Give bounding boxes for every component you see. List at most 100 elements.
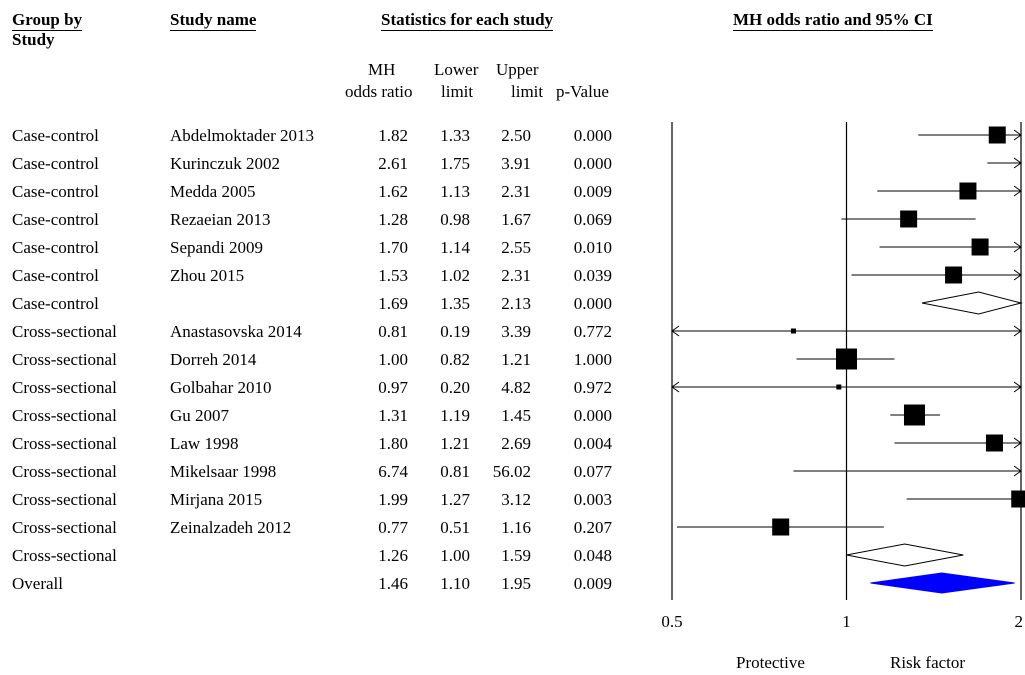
study-marker (959, 182, 977, 200)
row-study-name: Sepandi 2009 (170, 238, 264, 257)
row-lower-limit: 1.13 (440, 182, 470, 201)
header-group-by: Group by (12, 10, 83, 31)
overall-diamond (870, 572, 1015, 594)
row-lower-limit: 0.19 (440, 322, 470, 341)
ci-arrow-right (1013, 325, 1022, 337)
row-odds-ratio: 1.69 (378, 294, 408, 313)
row-upper-limit: 2.55 (501, 238, 531, 257)
header-plot-title: MH odds ratio and 95% CI (733, 10, 933, 31)
ci-arrow-right (1013, 437, 1022, 449)
row-study-name: Kurinczuk 2002 (170, 154, 281, 173)
ci-arrow-right (1013, 269, 1022, 281)
row-p-value: 0.207 (573, 518, 612, 537)
row-odds-ratio: 1.99 (378, 490, 408, 509)
protective-label: Protective (736, 653, 805, 672)
row-group: Cross-sectional (12, 546, 117, 565)
header-statistics: Statistics for each study (381, 10, 554, 31)
row-group: Cross-sectional (12, 518, 117, 537)
row-group: Case-control (12, 294, 99, 313)
row-group: Cross-sectional (12, 322, 117, 341)
row-odds-ratio: 0.97 (378, 378, 408, 397)
ci-arrow-right (1013, 185, 1022, 197)
ci-arrow-right (1013, 381, 1022, 393)
row-lower-limit: 0.82 (440, 350, 470, 369)
row-odds-ratio: 1.31 (378, 406, 408, 425)
row-lower-limit: 1.02 (440, 266, 470, 285)
x-tick-label-1: 1 (842, 612, 851, 631)
row-p-value: 0.048 (573, 546, 612, 565)
col-header-upper-2: limit (511, 82, 544, 101)
row-study-name: Zeinalzadeh 2012 (170, 518, 292, 537)
row-group: Overall (12, 574, 63, 593)
row-lower-limit: 1.10 (440, 574, 470, 593)
row-upper-limit: 2.69 (501, 434, 531, 453)
col-header-p-value: p-Value (556, 82, 609, 101)
row-study-name: Anastasovska 2014 (170, 322, 302, 341)
row-lower-limit: 1.27 (440, 490, 470, 509)
x-tick-label-2: 2 (1014, 612, 1024, 631)
row-odds-ratio: 1.26 (378, 546, 408, 565)
row-group: Case-control (12, 154, 99, 173)
row-upper-limit: 1.59 (501, 546, 531, 565)
row-upper-limit: 1.67 (501, 210, 531, 229)
row-upper-limit: 2.50 (501, 126, 531, 145)
row-study-name: Abdelmoktader 2013 (170, 126, 314, 145)
row-group: Cross-sectional (12, 462, 117, 481)
row-odds-ratio: 2.61 (378, 154, 408, 173)
row-group: Cross-sectional (12, 434, 117, 453)
row-p-value: 0.077 (573, 462, 612, 481)
row-study-name: Mikelsaar 1998 (170, 462, 277, 481)
row-study-name: Medda 2005 (170, 182, 256, 201)
row-group: Cross-sectional (12, 406, 117, 425)
ci-arrow-right (1013, 157, 1022, 169)
row-p-value: 0.010 (573, 238, 612, 257)
col-header-upper-1: Upper (496, 60, 539, 79)
study-marker (988, 126, 1006, 144)
row-odds-ratio: 0.81 (378, 322, 408, 341)
col-header-lower-2: limit (441, 82, 474, 101)
study-marker (985, 434, 1003, 452)
risk-factor-label: Risk factor (890, 653, 966, 672)
row-lower-limit: 1.35 (440, 294, 470, 313)
row-upper-limit: 4.82 (501, 378, 531, 397)
row-p-value: 0.972 (573, 378, 612, 397)
row-p-value: 1.000 (573, 350, 612, 369)
row-upper-limit: 3.91 (501, 154, 531, 173)
row-lower-limit: 0.20 (440, 378, 470, 397)
row-odds-ratio: 1.28 (378, 210, 408, 229)
row-p-value: 0.009 (573, 182, 612, 201)
study-marker (900, 210, 918, 228)
row-odds-ratio: 1.00 (378, 350, 408, 369)
subtotal-diamond (921, 291, 1023, 315)
row-odds-ratio: 1.62 (378, 182, 408, 201)
row-group: Case-control (12, 266, 99, 285)
row-group: Case-control (12, 238, 99, 257)
row-p-value: 0.000 (573, 294, 612, 313)
ci-arrow-right (1013, 129, 1022, 141)
row-odds-ratio: 1.80 (378, 434, 408, 453)
row-lower-limit: 0.51 (440, 518, 470, 537)
row-odds-ratio: 0.77 (378, 518, 408, 537)
x-tick-label-0.5: 0.5 (661, 612, 683, 631)
ci-arrow-left (671, 325, 680, 337)
row-upper-limit: 3.39 (501, 322, 531, 341)
row-odds-ratio: 1.46 (378, 574, 408, 593)
col-header-lower-1: Lower (434, 60, 479, 79)
row-p-value: 0.000 (573, 154, 612, 173)
row-upper-limit: 1.45 (501, 406, 531, 425)
row-odds-ratio: 6.74 (378, 462, 408, 481)
ci-arrow-right (1013, 465, 1022, 477)
row-p-value: 0.000 (573, 126, 612, 145)
row-study-name: Rezaeian 2013 (170, 210, 271, 229)
subtotal-diamond (846, 543, 964, 567)
row-p-value: 0.772 (573, 322, 612, 341)
row-p-value: 0.039 (573, 266, 612, 285)
row-upper-limit: 2.31 (501, 182, 531, 201)
row-lower-limit: 1.33 (440, 126, 470, 145)
study-marker (836, 348, 857, 370)
row-odds-ratio: 1.82 (378, 126, 408, 145)
header-study-name: Study name (170, 10, 257, 31)
row-upper-limit: 56.02 (492, 462, 531, 481)
row-group: Cross-sectional (12, 350, 117, 369)
row-p-value: 0.009 (573, 574, 612, 593)
